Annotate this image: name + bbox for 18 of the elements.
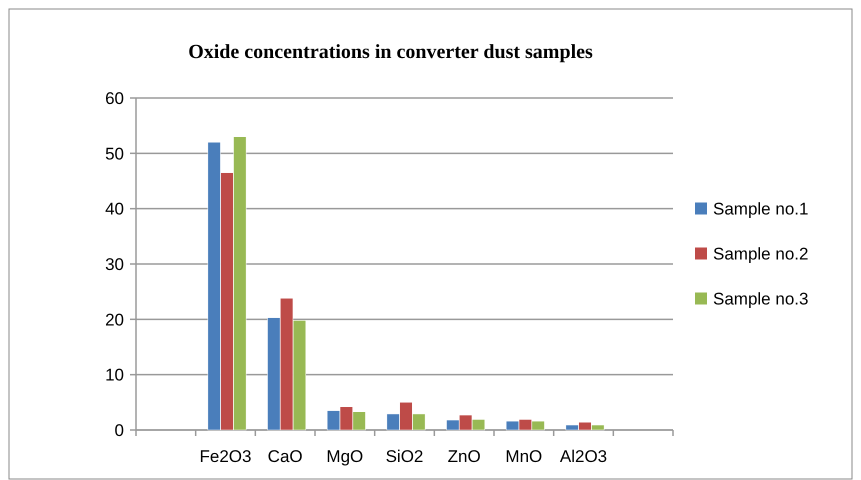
y-tick-label: 40 [105, 200, 124, 219]
x-tick-label: MnO [505, 447, 542, 466]
x-tick-label: Fe2O3 [200, 447, 252, 466]
legend-label: Sample no.1 [713, 199, 808, 218]
y-tick-label: 0 [114, 420, 124, 440]
x-tick-label: SiO2 [386, 447, 424, 466]
y-tick-label: 60 [105, 88, 124, 108]
x-tick-label: CaO [268, 447, 303, 466]
x-tick-label: ZnO [448, 447, 481, 466]
x-tick-label: MgO [326, 447, 364, 466]
chart-title: Oxide concentrations in converter dust samples [188, 41, 594, 63]
legend-label: Sample no.3 [713, 289, 808, 308]
y-tick-label: 20 [105, 310, 124, 330]
y-tick-label: 50 [105, 144, 124, 164]
x-tick-label: Al2O3 [560, 447, 608, 466]
y-tick-label: 10 [105, 366, 124, 385]
y-tick-label: 30 [105, 254, 124, 274]
legend-label: Sample no.2 [713, 244, 808, 264]
